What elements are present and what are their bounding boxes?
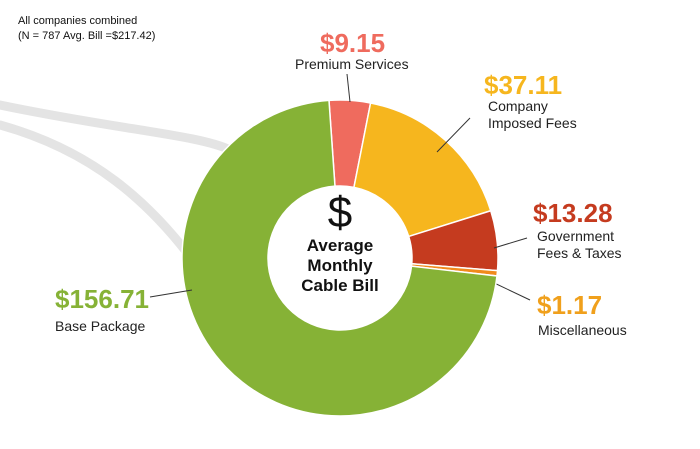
donut-slice [353, 102, 492, 238]
value-label: $9.15 [320, 28, 386, 58]
value-label: $13.28 [533, 198, 613, 228]
category-label: Company Imposed Fees [488, 98, 577, 131]
category-label: Premium Services [295, 56, 409, 72]
center-symbol: $ [327, 188, 353, 237]
cable-decoration [0, 100, 235, 275]
cable [0, 100, 235, 155]
leader-line [436, 117, 471, 153]
center-circle [269, 187, 411, 329]
value-label: $1.17 [537, 290, 603, 320]
category-label: Government Fees & Taxes [537, 228, 622, 261]
value-label: $37.11 [484, 70, 563, 100]
center-title: Average Monthly Cable Bill [301, 236, 379, 295]
category-label: Base Package [55, 318, 146, 334]
donut-slice [181, 99, 498, 417]
leader-line [493, 237, 528, 249]
cable [0, 120, 205, 275]
category-label: Miscellaneous [538, 322, 627, 338]
note: All companies combined (N = 787 Avg. Bil… [18, 15, 156, 42]
leader-line [346, 73, 351, 103]
leader-line [149, 289, 193, 298]
center-label: $ Average Monthly Cable Bill [268, 190, 412, 296]
value-label: $156.71 [55, 284, 149, 314]
